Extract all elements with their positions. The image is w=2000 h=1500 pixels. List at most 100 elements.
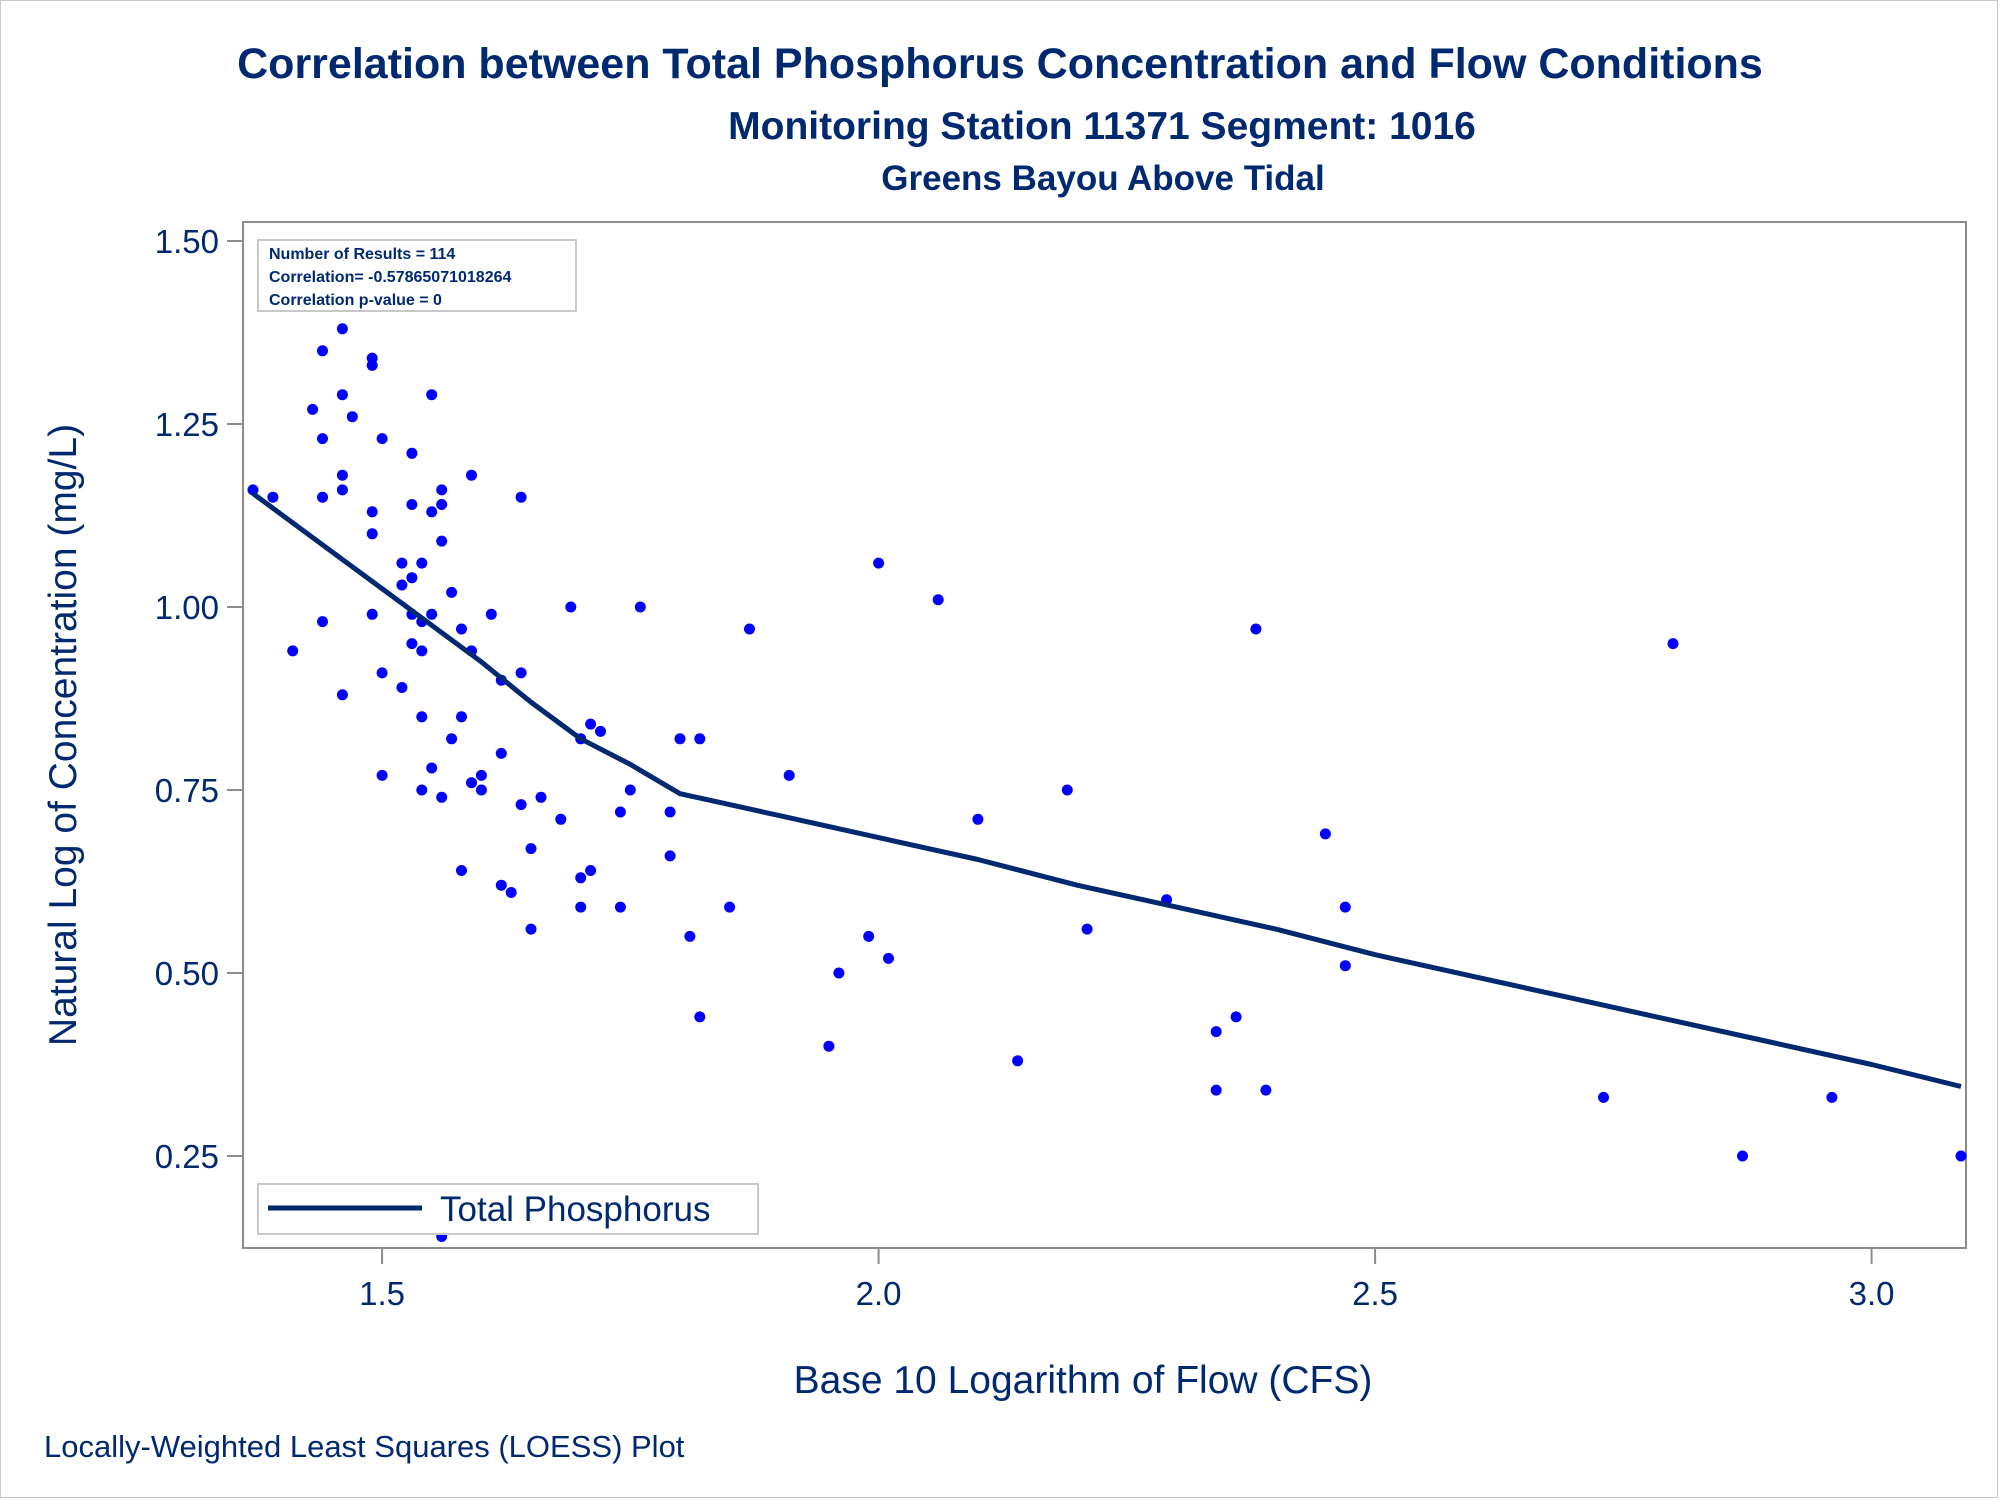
data-point (495, 879, 507, 891)
y-axis-label: Natural Log of Concentration (mg/L) (42, 424, 85, 1046)
data-point (336, 323, 348, 335)
data-point (783, 769, 795, 781)
data-point (1012, 1055, 1024, 1067)
data-point (595, 725, 606, 737)
data-point (317, 345, 328, 357)
data-point (684, 930, 696, 942)
stats-correlation: Correlation= -0.57865071018264 (269, 269, 511, 286)
data-point (1210, 1084, 1222, 1096)
data-point (724, 901, 736, 913)
data-points (247, 279, 1967, 1242)
data-point (366, 608, 378, 620)
data-point (336, 389, 348, 401)
data-point (873, 557, 885, 569)
data-point (614, 901, 626, 913)
legend: Total Phosphorus (257, 1183, 759, 1235)
data-point (317, 433, 328, 445)
data-point (366, 359, 378, 371)
stats-inset-box (257, 239, 577, 312)
data-point (614, 806, 626, 818)
data-point (366, 528, 378, 540)
data-point (823, 1040, 835, 1052)
data-point (416, 784, 428, 796)
data-point (575, 901, 587, 913)
data-point (396, 682, 408, 693)
data-point (1230, 1011, 1242, 1023)
y-tick-label: 0.25 (155, 1138, 219, 1175)
data-point (376, 769, 388, 781)
stats-inset: Number of Results = 114 Correlation= -0.… (257, 239, 577, 312)
data-point (525, 923, 537, 935)
data-point (555, 813, 567, 825)
data-point (972, 813, 984, 825)
data-point (1339, 901, 1351, 913)
data-point (366, 506, 378, 518)
data-point (1737, 1150, 1748, 1162)
data-point (406, 499, 418, 510)
plot-area (242, 221, 1967, 1249)
chart-subtitle: Monitoring Station 11371 Segment: 1016 (728, 105, 1476, 148)
data-point (267, 491, 279, 503)
data-point (495, 747, 507, 759)
data-point (1598, 1091, 1609, 1103)
data-point (336, 469, 348, 481)
data-point (883, 952, 894, 964)
data-point (456, 623, 467, 635)
data-point (624, 784, 636, 796)
data-point (396, 557, 408, 569)
data-point (485, 608, 497, 620)
x-tick-label: 3.0 (1849, 1275, 1895, 1312)
data-point (694, 1011, 706, 1023)
data-point (515, 667, 527, 679)
data-point (416, 711, 428, 723)
data-point (406, 572, 418, 584)
data-point (585, 865, 597, 876)
data-point (416, 645, 428, 657)
data-point (1260, 1084, 1272, 1096)
data-point (436, 499, 448, 510)
data-point (535, 791, 547, 803)
data-point (1955, 1150, 1967, 1162)
data-point (346, 411, 358, 423)
y-tick-label: 1.50 (155, 223, 219, 260)
data-point (932, 594, 944, 606)
y-tick-label: 1.00 (155, 589, 219, 626)
chart-subtitle-location: Greens Bayou Above Tidal (881, 159, 1324, 198)
data-point (515, 491, 527, 503)
data-point (396, 579, 408, 591)
y-tick-label: 0.75 (155, 772, 219, 809)
data-point (416, 557, 428, 569)
data-point (525, 843, 537, 855)
data-point (456, 711, 467, 723)
data-point (426, 762, 438, 774)
data-point (1081, 923, 1093, 935)
data-point (436, 535, 448, 547)
stats-p-value: Correlation p-value = 0 (269, 292, 442, 309)
x-tick-label: 2.5 (1352, 1275, 1398, 1312)
data-point (475, 769, 487, 781)
data-point (744, 623, 755, 635)
y-tick-label: 1.25 (155, 406, 219, 443)
data-point (336, 689, 348, 701)
data-point (426, 506, 438, 518)
y-axis: 0.25 0.50 0.75 1.00 1.25 1.50 (155, 223, 243, 1175)
chart-title: Correlation between Total Phosphorus Con… (237, 40, 1763, 88)
x-axis: 1.5 2.0 2.5 3.0 (359, 1248, 1895, 1312)
data-point (575, 872, 587, 884)
footnote: Locally-Weighted Least Squares (LOESS) P… (44, 1429, 685, 1464)
data-point (376, 433, 388, 445)
data-point (634, 601, 646, 613)
data-point (466, 469, 477, 481)
data-point (307, 403, 319, 415)
data-point (446, 733, 458, 745)
data-point (674, 733, 686, 745)
data-point (863, 930, 875, 942)
data-point (833, 967, 845, 979)
data-point (515, 799, 527, 811)
x-tick-label: 2.0 (856, 1275, 902, 1312)
data-point (317, 616, 328, 628)
data-point (1061, 784, 1073, 796)
data-point (694, 733, 706, 745)
